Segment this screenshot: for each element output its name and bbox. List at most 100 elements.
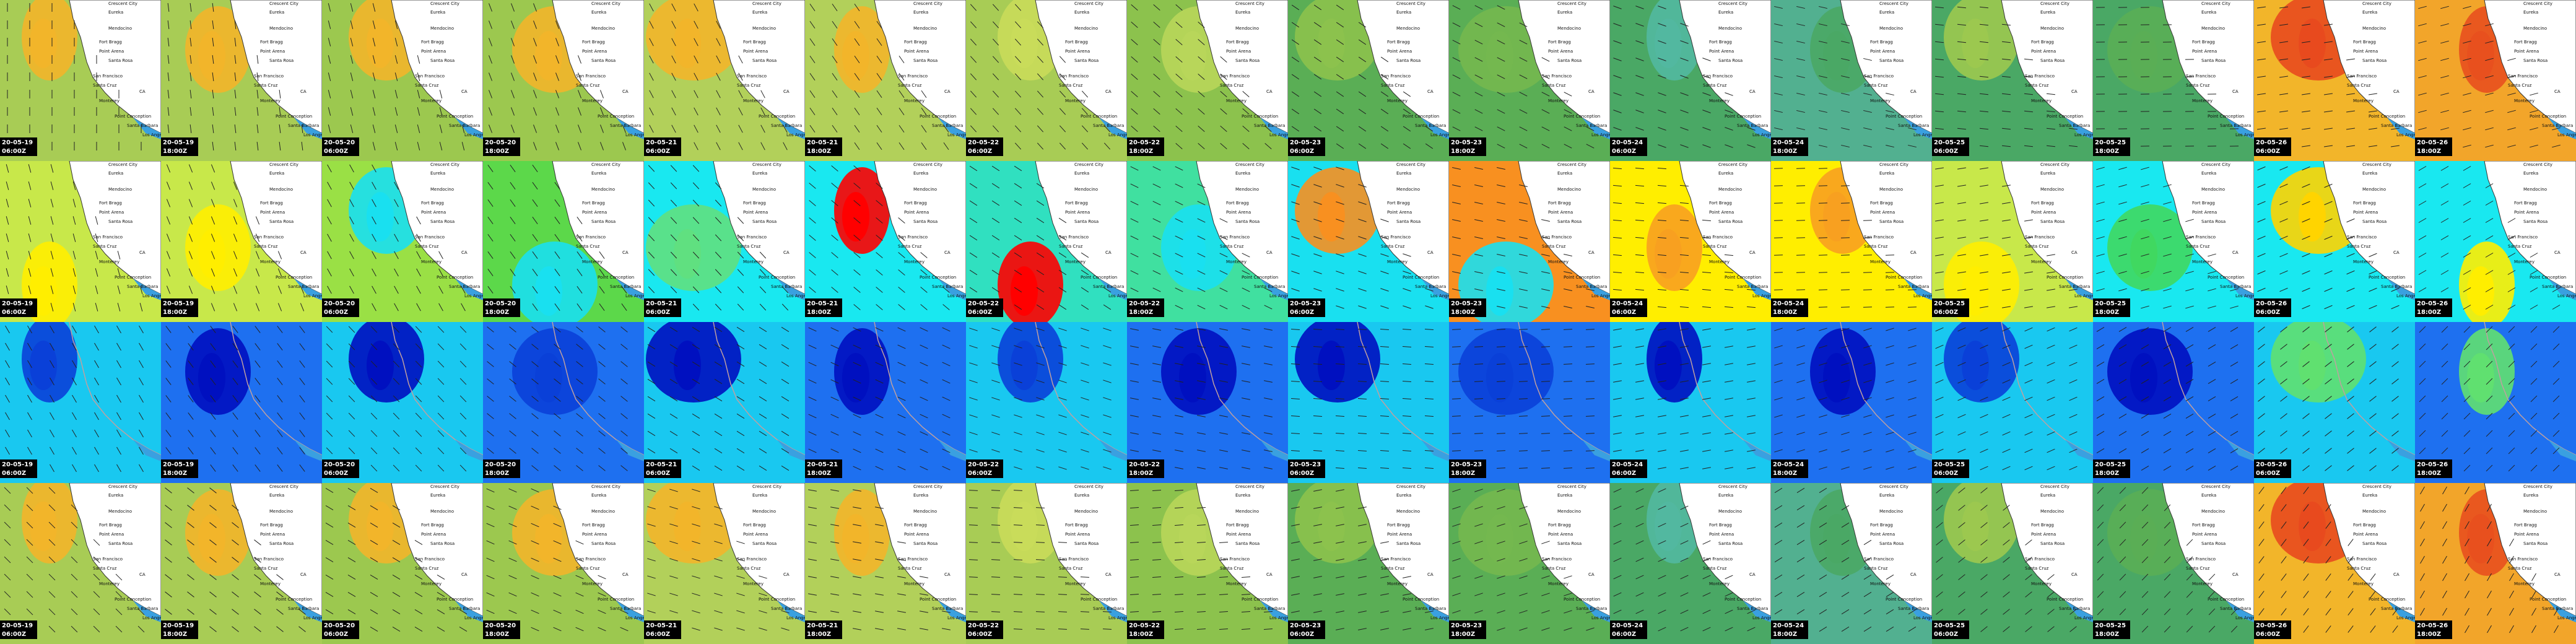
wind-barb bbox=[692, 396, 700, 402]
wind-barb bbox=[1197, 328, 1206, 331]
wind-barb bbox=[1613, 328, 1622, 331]
place-label: Point Conception bbox=[276, 275, 312, 280]
wind-barb bbox=[255, 395, 261, 402]
wind-barb bbox=[1014, 414, 1022, 418]
frame-date: 20-05-25 bbox=[1934, 622, 1965, 629]
wind-barb bbox=[72, 464, 77, 472]
wind-barb bbox=[1242, 108, 1250, 115]
wind-barb bbox=[2507, 92, 2516, 96]
frame-time: 18:00Z bbox=[485, 148, 509, 155]
wind-barb bbox=[1103, 397, 1112, 401]
field-core bbox=[2130, 31, 2157, 80]
wind-barb bbox=[2001, 41, 2011, 43]
wind-barb bbox=[942, 431, 951, 436]
wind-barb bbox=[1291, 74, 1300, 80]
timestamp-box bbox=[2415, 459, 2452, 478]
frame-date: 20-05-20 bbox=[485, 461, 516, 468]
wind-barb bbox=[533, 3, 537, 12]
place-label: CA bbox=[2232, 89, 2239, 94]
wind-barb bbox=[1957, 41, 1967, 43]
wind-barb bbox=[2463, 75, 2471, 79]
wind-barb bbox=[1196, 594, 1206, 595]
wind-barb bbox=[2119, 556, 2126, 564]
wind-barb bbox=[277, 395, 283, 402]
wind-barb bbox=[898, 217, 905, 224]
wind-barb bbox=[189, 20, 192, 30]
wind-barb bbox=[2163, 448, 2172, 454]
place-label: Point Arena bbox=[2514, 532, 2539, 537]
wind-barb bbox=[1175, 201, 1183, 206]
wind-barb bbox=[2258, 608, 2265, 616]
wind-barb bbox=[2258, 361, 2265, 367]
wind-barb bbox=[1291, 219, 1300, 222]
wind-barb bbox=[1841, 449, 1850, 453]
wind-barb bbox=[1219, 287, 1228, 292]
shore-shade bbox=[1099, 601, 1127, 622]
wind-barb bbox=[875, 559, 884, 561]
wind-barb bbox=[830, 362, 839, 367]
shore-shade bbox=[2226, 601, 2254, 622]
wind-barb bbox=[2185, 271, 2194, 274]
wind-barb bbox=[694, 90, 698, 98]
wind-barb bbox=[2163, 361, 2172, 367]
wind-barb bbox=[899, 124, 905, 133]
wind-barb bbox=[326, 395, 333, 402]
wind-barb bbox=[898, 304, 905, 310]
wind-barb bbox=[1725, 398, 1733, 400]
wind-barb bbox=[991, 594, 1001, 595]
wind-barb bbox=[2279, 110, 2289, 113]
place-label: Santa Rosa bbox=[1074, 58, 1099, 63]
place-label: Mendocino bbox=[752, 26, 776, 31]
shore-shade bbox=[133, 440, 161, 461]
wind-barb bbox=[692, 448, 700, 454]
wind-barb bbox=[1980, 448, 1988, 453]
wind-barb bbox=[26, 504, 33, 511]
wind-barb bbox=[808, 379, 817, 384]
wind-barb bbox=[2507, 58, 2516, 61]
wind-barb bbox=[2325, 326, 2332, 333]
wind-barb bbox=[2552, 127, 2561, 131]
wind-barb bbox=[692, 286, 700, 294]
wind-barb bbox=[1935, 431, 1944, 436]
place-label: Monterey bbox=[421, 259, 442, 264]
frame-time: 18:00Z bbox=[485, 309, 509, 316]
wind-barb bbox=[416, 251, 421, 259]
wind-barb bbox=[853, 466, 861, 471]
frame-time: 18:00Z bbox=[2095, 470, 2119, 477]
wind-barb bbox=[459, 447, 467, 455]
place-label: Santa Rosa bbox=[108, 541, 133, 546]
wind-barb bbox=[553, 557, 562, 562]
wind-barb bbox=[1035, 629, 1045, 630]
wind-barb bbox=[1702, 363, 1711, 365]
wind-barb bbox=[2509, 590, 2514, 599]
land bbox=[69, 161, 161, 295]
wind-barb bbox=[370, 464, 378, 472]
wind-barb bbox=[876, 252, 883, 258]
wind-barb bbox=[2118, 219, 2127, 222]
wind-barb bbox=[1680, 450, 1689, 452]
wind-barb bbox=[1841, 522, 1850, 528]
shore-shade bbox=[1743, 279, 1771, 300]
wind-barb bbox=[2465, 521, 2469, 529]
wind-barb bbox=[2002, 289, 2011, 291]
wind-barb bbox=[1541, 271, 1550, 274]
wind-barb bbox=[349, 251, 354, 259]
wind-barb bbox=[414, 574, 423, 580]
wind-barb bbox=[533, 90, 537, 98]
wind-barb bbox=[553, 592, 562, 597]
wind-barb bbox=[2163, 184, 2172, 188]
wind-barb bbox=[2391, 326, 2399, 333]
wind-barb bbox=[2369, 344, 2377, 350]
frame-time: 18:00Z bbox=[1773, 309, 1797, 316]
wind-barb bbox=[487, 165, 494, 172]
wind-barb bbox=[350, 3, 354, 12]
place-label: Santa Barbara bbox=[2220, 284, 2251, 289]
wind-barb bbox=[1863, 397, 1872, 401]
place-label: Mendocino bbox=[2201, 26, 2225, 31]
place-label: Mendocino bbox=[1557, 26, 1581, 31]
frame-time: 18:00Z bbox=[1451, 148, 1475, 155]
wind-barb bbox=[621, 303, 627, 311]
wind-barb bbox=[2441, 360, 2448, 368]
